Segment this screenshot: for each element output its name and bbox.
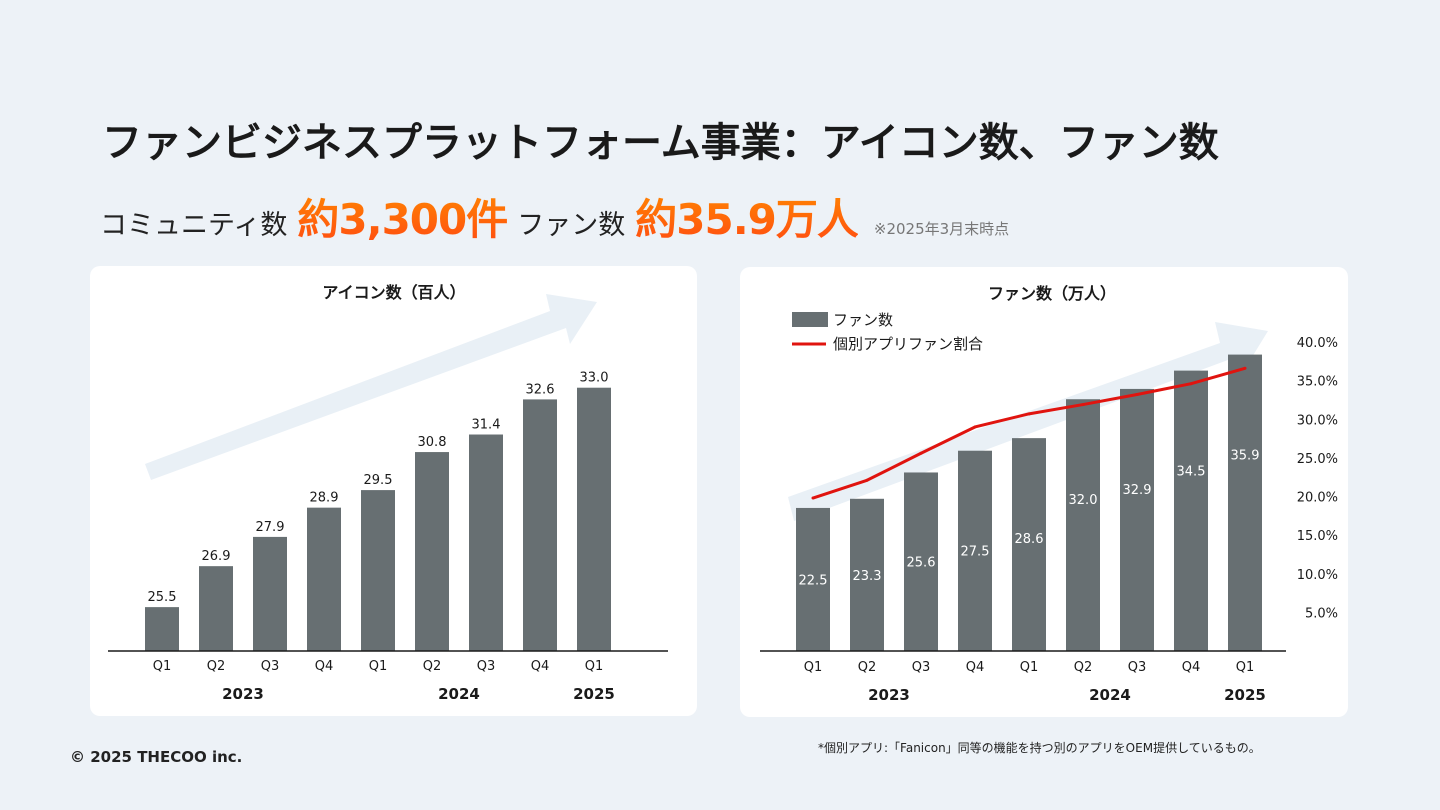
data-label: 34.5 [1177,465,1206,480]
bar [796,507,830,651]
bar [1120,388,1154,651]
legend-label-line: 個別アプリファン割合 [833,335,983,353]
year-label: 2024 [438,685,480,703]
bar [1012,438,1046,651]
line-point [1189,382,1193,386]
bar [469,434,503,651]
x-tick-label: Q2 [423,659,442,674]
y-tick-label-right: 25.0% [1297,452,1338,467]
line-point [919,451,923,455]
x-tick-label: Q1 [585,659,604,674]
bar [1174,370,1208,651]
data-label: 32.6 [526,382,555,397]
x-tick-label: Q4 [315,659,334,674]
y-tick-label-right: 40.0% [1297,336,1338,351]
data-label: 25.5 [148,590,177,605]
bar [1228,354,1262,651]
chart-title: ファン数（万人） [988,284,1116,303]
line-point [811,496,815,500]
icon-count-chart: アイコン数（百人） 25.5 Q1 26.9 Q2 27.9 Q3 28.9 Q4 29.5 Q1 3… [108,283,668,703]
y-tick-label-right: 20.0% [1297,491,1338,506]
bar [850,498,884,651]
bar [199,566,233,651]
footnote: *個別アプリ:「Fanicon」同等の機能を持つ別のアプリをOEM提供しているも… [818,741,1261,755]
x-tick-label: Q3 [1128,660,1147,675]
line-point [865,478,869,482]
legend-label-bar: ファン数 [833,311,893,329]
page-title: ファンビジネスプラットフォーム事業：アイコン数、ファン数 [102,120,1219,166]
legend-swatch-bar [792,312,828,327]
x-tick-label: Q2 [858,660,877,675]
x-tick-label: Q3 [912,660,931,675]
data-label: 32.9 [1123,483,1152,498]
x-tick-label: Q1 [804,660,823,675]
x-tick-label: Q2 [207,659,226,674]
bar [145,607,179,651]
data-label: 26.9 [202,549,231,564]
data-label: 28.9 [310,491,339,506]
trend-arrow [788,322,1268,521]
bar [253,536,287,651]
data-label: 29.5 [364,473,393,488]
x-tick-label: Q4 [1182,660,1201,675]
x-tick-label: Q4 [531,659,550,674]
year-label: 2025 [1224,686,1266,704]
y-tick-label-right: 30.0% [1297,413,1338,428]
x-tick-label: Q2 [1074,660,1093,675]
year-label: 2024 [1089,686,1131,704]
chart-title: アイコン数（百人） [322,283,465,302]
community-count-value: 約3,300件 [297,186,508,247]
year-label: 2025 [573,685,615,703]
line-point [1135,393,1139,397]
y-tick-label-right: 35.0% [1297,375,1338,390]
trend-arrow [145,294,597,480]
data-label: 30.8 [418,435,447,450]
line-point [1243,366,1247,370]
data-label: 33.0 [580,371,609,386]
x-tick-label: Q1 [1020,660,1039,675]
community-count-label: コミュニティ数 [100,210,288,241]
bar [577,387,611,651]
bar [523,399,557,651]
line-point [973,425,977,429]
data-label: 27.9 [256,520,285,535]
x-tick-label: Q1 [1236,660,1255,675]
y-tick-label-right: 5.0% [1305,606,1338,621]
data-label: 35.9 [1231,449,1260,464]
line-point [1081,403,1085,407]
x-tick-label: Q3 [261,659,280,674]
x-tick-label: Q3 [477,659,496,674]
data-label: 32.0 [1069,493,1098,508]
data-label: 22.5 [799,573,828,588]
data-label: 23.3 [853,569,882,584]
x-tick-label: Q4 [966,660,985,675]
bar [415,452,449,651]
fan-count-chart-panel: ファン数（万人） ファン数個別アプリファン割合 22.5 Q1 23.3 Q2 25.6 Q3… [740,267,1348,717]
bar [307,507,341,651]
x-tick-label: Q1 [369,659,388,674]
summary-stats: コミュニティ数 約3,300件 ファン数 約35.9万人 ※2025年3月末時点 [100,186,1009,247]
fan-count-label: ファン数 [517,210,626,241]
bar [958,450,992,651]
bar [904,472,938,651]
bar [1066,399,1100,651]
copyright: © 2025 THECOO inc. [70,748,243,766]
y-tick-label-right: 10.0% [1297,568,1338,583]
data-label: 27.5 [961,545,990,560]
data-label: 28.6 [1015,532,1044,547]
data-label: 25.6 [907,556,936,571]
bar [361,490,395,651]
x-tick-label: Q1 [153,659,172,674]
y-tick-label-right: 15.0% [1297,529,1338,544]
year-label: 2023 [222,685,264,703]
fan-count-value: 約35.9万人 [635,186,859,247]
data-label: 31.4 [472,418,501,433]
as-of-note: ※2025年3月末時点 [873,220,1010,238]
line-point [1027,412,1031,416]
year-label: 2023 [868,686,910,704]
icon-count-chart-panel: アイコン数（百人） 25.5 Q1 26.9 Q2 27.9 Q3 28.9 Q4 29.5 Q1 3… [90,266,697,716]
